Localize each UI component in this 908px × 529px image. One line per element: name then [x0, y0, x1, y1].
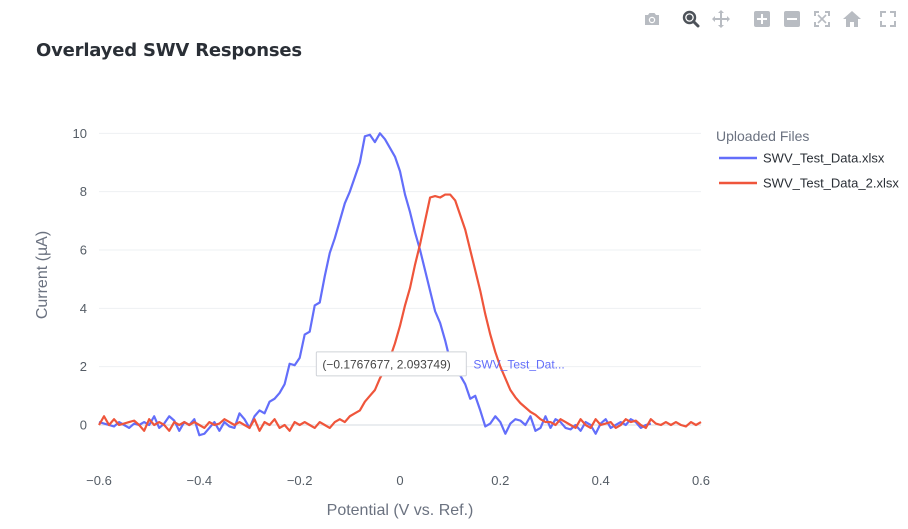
gridlines	[99, 132, 701, 426]
hover-tooltip: (−0.1767677, 2.093749) SWV_Test_Dat...	[315, 351, 565, 377]
legend-item-label[interactable]: SWV_Test_Data_2.xlsx	[763, 176, 899, 191]
autoscale-icon[interactable]	[810, 8, 834, 30]
y-tick-label: 0	[80, 418, 87, 433]
x-tick-label: −0.6	[86, 473, 112, 488]
camera-icon[interactable]	[640, 8, 664, 30]
home-icon[interactable]	[840, 8, 864, 30]
zoom-icon[interactable]	[679, 8, 703, 30]
x-tick-label: 0.6	[692, 473, 710, 488]
y-tick-label: 8	[80, 184, 87, 199]
x-tick-label: 0.4	[592, 473, 610, 488]
y-tick-label: 6	[80, 243, 87, 258]
zoom-out-icon[interactable]	[780, 8, 804, 30]
y-axis-title: Current (µA)	[34, 231, 51, 319]
hover-series-name: SWV_Test_Dat...	[473, 357, 564, 371]
legend: Uploaded Files SWV_Test_Data.xlsx SWV_Test…	[716, 128, 899, 191]
series-line-2[interactable]	[98, 193, 702, 432]
y-tick-label: 4	[80, 301, 87, 316]
y-tick-label: 2	[80, 359, 87, 374]
x-tick-label: −0.4	[186, 473, 212, 488]
zoom-in-icon[interactable]	[750, 8, 774, 30]
x-axis-title: Potential (V vs. Ref.)	[327, 502, 474, 519]
x-tick-label: 0	[396, 473, 403, 488]
hover-box	[315, 351, 467, 377]
series-lines[interactable]	[98, 132, 702, 437]
pan-icon[interactable]	[709, 8, 733, 30]
x-tick-label: 0.2	[491, 473, 509, 488]
legend-item-label[interactable]: SWV_Test_Data.xlsx	[763, 151, 885, 166]
fullscreen-icon[interactable]	[876, 8, 900, 30]
chart-title: Overlayed SWV Responses	[36, 40, 302, 61]
hover-value: (−0.1767677, 2.093749)	[322, 357, 450, 371]
tick-labels: 0 2 4 6 8 10 −0.6 −0.4 −0.2 0 0.2 0.4 0.6	[73, 126, 711, 488]
y-tick-label: 10	[73, 126, 87, 141]
x-tick-label: −0.2	[287, 473, 313, 488]
legend-title: Uploaded Files	[716, 128, 809, 144]
